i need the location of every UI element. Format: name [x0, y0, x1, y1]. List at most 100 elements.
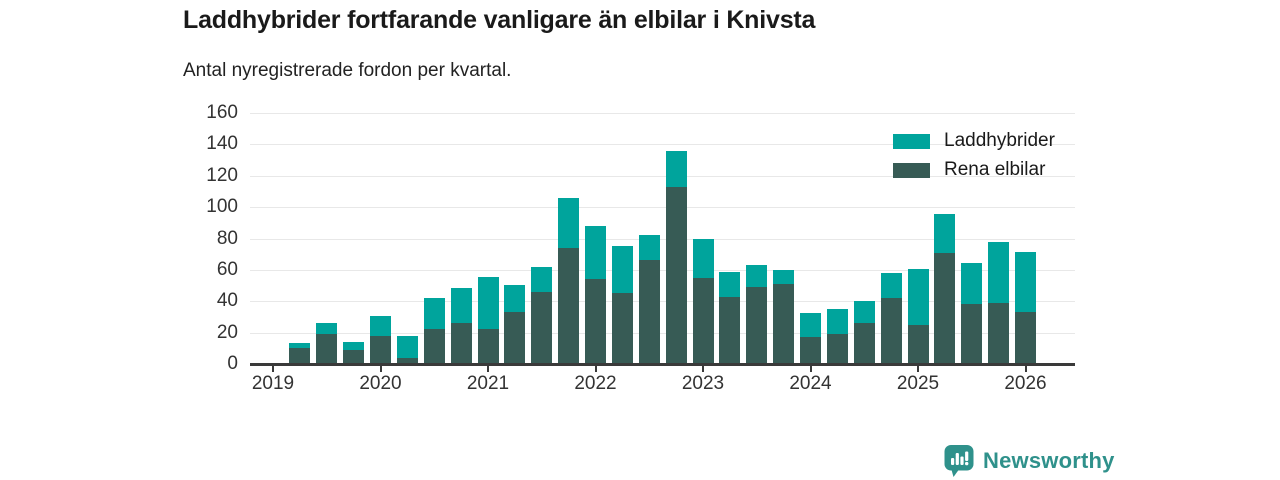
bar-2019-q4 [343, 342, 364, 364]
x-axis-label-2025: 2025 [896, 373, 940, 394]
bar-segment-rena-elbilar [773, 284, 794, 364]
bar-segment-rena-elbilar [612, 293, 633, 364]
legend: Laddhybrider Rena elbilar [893, 130, 1055, 181]
bar-segment-rena-elbilar [693, 278, 714, 364]
y-axis-label-160: 160 [206, 102, 238, 123]
bar-segment-laddhybrider [316, 323, 337, 334]
x-axis-tick-2023 [702, 365, 704, 372]
bar-segment-laddhybrider [397, 336, 418, 358]
y-axis-label-40: 40 [216, 290, 238, 312]
bar-2022-q2 [612, 246, 633, 364]
bar-segment-rena-elbilar [746, 287, 767, 364]
bar-2024-q2 [827, 309, 848, 364]
bar-segment-laddhybrider [612, 246, 633, 293]
newsworthy-wordmark: Newsworthy [983, 448, 1115, 473]
bar-2023-q3 [746, 265, 767, 364]
newsworthy-bubble-chart-icon [944, 445, 974, 477]
newsworthy-logo: Newsworthy [943, 444, 1115, 478]
x-axis-label-2019: 2019 [251, 373, 295, 394]
bar-2021-q4 [558, 198, 579, 364]
bar-segment-rena-elbilar [908, 325, 929, 364]
bar-2026-q1 [1015, 252, 1036, 364]
bar-segment-rena-elbilar [424, 329, 445, 364]
bar-segment-laddhybrider [908, 269, 929, 325]
y-axis-label-20: 20 [216, 321, 238, 343]
x-axis-label-2023: 2023 [681, 373, 725, 394]
x-axis-label-2026: 2026 [1004, 373, 1047, 394]
bar-segment-laddhybrider [558, 198, 579, 248]
gridline-y-120 [250, 175, 1075, 177]
bar-segment-laddhybrider [934, 214, 955, 253]
y-axis-label-80: 80 [216, 227, 238, 249]
gridline-y-40 [250, 301, 1075, 303]
gridline-y-160 [250, 113, 1075, 114]
x-axis-tick-2022 [594, 365, 597, 372]
bar-segment-laddhybrider [666, 151, 687, 187]
bar-segment-rena-elbilar [639, 260, 660, 364]
bar-segment-rena-elbilar [666, 187, 687, 364]
bar-2021-q2 [504, 285, 525, 364]
bar-segment-rena-elbilar [854, 323, 875, 364]
bar-segment-rena-elbilar [934, 253, 955, 364]
chart-title: Laddhybrider fortfarande vanligare än el… [183, 6, 816, 34]
legend-label-laddhybrider: Laddhybrider [944, 130, 1055, 151]
bar-segment-laddhybrider [719, 272, 740, 297]
bar-segment-rena-elbilar [800, 337, 821, 364]
bar-segment-laddhybrider [827, 309, 848, 334]
legend-swatch-rena-elbilar [893, 162, 930, 178]
bar-2025-q2 [934, 214, 955, 364]
legend-label-rena-elbilar: Rena elbilar [944, 159, 1046, 180]
legend-swatch-laddhybrider [893, 133, 930, 149]
gridline-y-60 [250, 269, 1075, 271]
bar-segment-laddhybrider [800, 313, 821, 337]
bar-segment-rena-elbilar [504, 312, 525, 364]
bar-segment-rena-elbilar [558, 248, 579, 364]
bar-segment-laddhybrider [504, 285, 525, 312]
x-axis-tick-2021 [487, 365, 489, 372]
bar-segment-laddhybrider [693, 239, 714, 278]
bar-segment-laddhybrider [343, 342, 364, 350]
y-axis-label-0: 0 [227, 353, 238, 374]
bar-2025-q1 [908, 269, 929, 364]
bar-segment-rena-elbilar [316, 334, 337, 364]
gridline-y-20 [250, 332, 1075, 334]
bar-segment-laddhybrider [988, 242, 1009, 303]
bar-segment-laddhybrider [478, 277, 499, 329]
x-axis-label-2024: 2024 [789, 373, 832, 394]
x-axis-tick-2020 [379, 365, 382, 372]
bar-segment-laddhybrider [961, 263, 982, 304]
bar-2019-q3 [316, 323, 337, 364]
bar-segment-rena-elbilar [881, 298, 902, 364]
x-axis-label-2020: 2020 [359, 373, 402, 394]
bar-segment-laddhybrider [370, 316, 391, 336]
bar-segment-laddhybrider [854, 301, 875, 323]
legend-item-rena-elbilar: Rena elbilar [893, 159, 1055, 181]
bar-segment-rena-elbilar [1015, 312, 1036, 364]
bar-segment-rena-elbilar [478, 329, 499, 364]
y-axis-label-140: 140 [206, 133, 238, 155]
bar-segment-rena-elbilar [343, 350, 364, 364]
y-axis-label-120: 120 [206, 164, 238, 186]
bar-segment-laddhybrider [773, 270, 794, 284]
bar-2020-q3 [424, 298, 445, 364]
bar-2020-q2 [397, 336, 418, 364]
bar-segment-laddhybrider [451, 288, 472, 323]
x-axis-tick-2026 [1024, 365, 1027, 372]
bar-segment-rena-elbilar [827, 334, 848, 364]
bar-segment-rena-elbilar [289, 348, 310, 364]
bar-2022-q3 [639, 235, 660, 364]
bar-2021-q1 [478, 277, 499, 364]
legend-item-laddhybrider: Laddhybrider [893, 130, 1055, 152]
x-axis-tick-2019 [272, 365, 274, 372]
bar-2024-q4 [881, 273, 902, 364]
bar-segment-laddhybrider [424, 298, 445, 329]
bar-segment-laddhybrider [639, 235, 660, 260]
bar-2020-q1 [370, 316, 391, 364]
bar-2023-q1 [693, 239, 714, 364]
bar-segment-rena-elbilar [961, 304, 982, 364]
y-axis-label-60: 60 [216, 258, 238, 280]
bar-segment-rena-elbilar [397, 358, 418, 364]
bar-segment-rena-elbilar [719, 297, 740, 364]
x-axis-label-2021: 2021 [466, 373, 510, 394]
